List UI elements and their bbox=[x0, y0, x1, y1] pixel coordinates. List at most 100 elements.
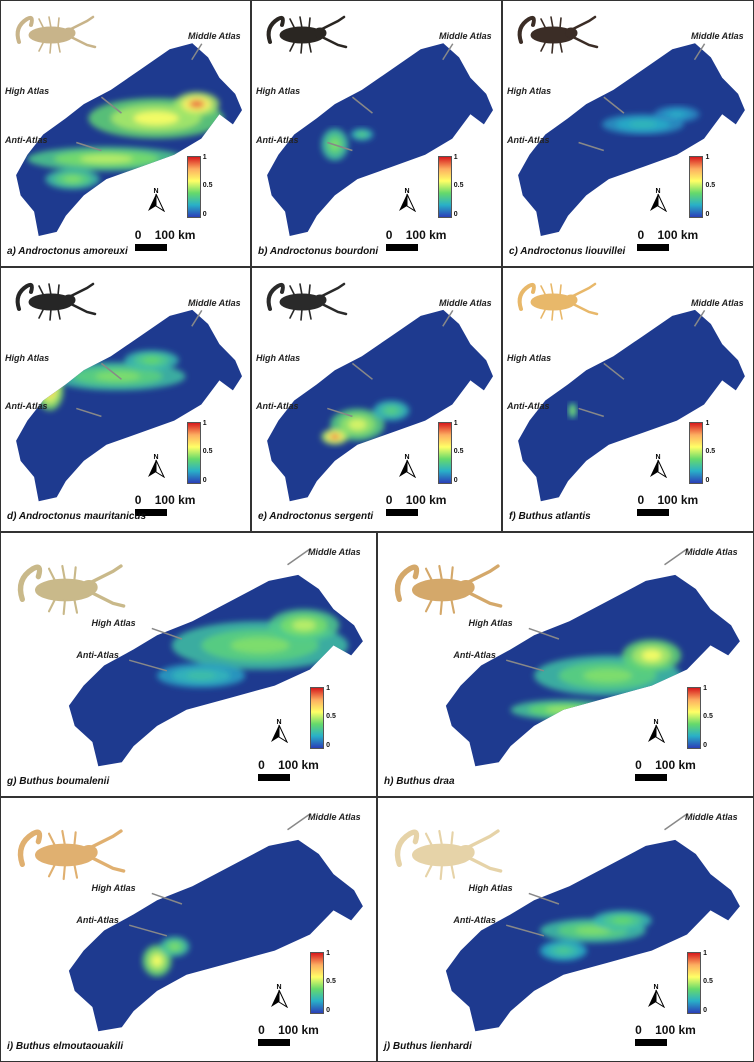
label-arrow bbox=[603, 96, 625, 114]
label-arrow bbox=[664, 813, 688, 831]
anti-atlas-label: Anti-Atlas bbox=[256, 400, 299, 411]
middle-atlas-label: Middle Atlas bbox=[439, 298, 492, 308]
label-arrow bbox=[693, 309, 706, 327]
scale-bar bbox=[635, 774, 668, 781]
label-arrow bbox=[351, 96, 373, 114]
middle-atlas-label: Middle Atlas bbox=[439, 31, 492, 41]
high-atlas-label: High Atlas bbox=[507, 86, 552, 97]
legend-min-label: 0 bbox=[453, 476, 458, 484]
suitability-hotspot bbox=[669, 111, 685, 117]
suitability-hotspot bbox=[385, 407, 398, 414]
panel-caption: g) Buthus boumalenii bbox=[7, 776, 110, 787]
high-atlas-label: High Atlas bbox=[91, 617, 136, 628]
suitability-hotspot bbox=[545, 706, 582, 714]
map-panel-8: Middle Atlas High Atlas Anti-Atlas 1 0.5… bbox=[377, 532, 754, 797]
legend-max-label: 1 bbox=[202, 419, 207, 427]
suitability-map bbox=[267, 309, 493, 502]
anti-atlas-label: Anti-Atlas bbox=[76, 649, 119, 660]
suitability-map bbox=[68, 548, 363, 767]
legend-max-label: 1 bbox=[703, 684, 708, 692]
high-atlas-label: High Atlas bbox=[256, 86, 301, 97]
scale-distance-label: 100 km bbox=[655, 758, 696, 772]
legend-max-label: 1 bbox=[326, 949, 331, 957]
scale-zero-label: 0 bbox=[637, 228, 645, 242]
north-arrow-icon: N bbox=[398, 454, 416, 478]
scale-zero-label: 0 bbox=[134, 228, 142, 242]
scale-distance-label: 100 km bbox=[657, 228, 699, 242]
scale-zero-label: 0 bbox=[258, 1023, 265, 1037]
scale-distance-label: 100 km bbox=[154, 228, 196, 242]
legend-max-label: 1 bbox=[705, 153, 710, 161]
suitability-legend-bar bbox=[689, 155, 704, 218]
scale-bar bbox=[635, 1039, 668, 1046]
scale-distance-label: 100 km bbox=[278, 758, 319, 772]
scorpion-photo bbox=[17, 564, 126, 616]
north-letter: N bbox=[277, 984, 282, 991]
panel-caption: e) Androctonus sergenti bbox=[258, 511, 374, 522]
map-region bbox=[518, 43, 745, 237]
scorpion-photo bbox=[517, 282, 599, 321]
legend-max-label: 1 bbox=[705, 419, 710, 427]
suitability-hotspot bbox=[230, 637, 290, 654]
label-arrow bbox=[578, 141, 605, 152]
scorpion-photo bbox=[266, 282, 348, 321]
suitability-hotspot bbox=[555, 947, 572, 954]
legend-max-label: 1 bbox=[202, 153, 207, 161]
high-atlas-label: High Atlas bbox=[468, 882, 513, 893]
label-arrow bbox=[603, 362, 625, 380]
map-panel-3: Middle Atlas High Atlas Anti-Atlas 1 0.5… bbox=[502, 0, 754, 267]
legend-max-label: 1 bbox=[326, 684, 331, 692]
suitability-legend-bar bbox=[687, 686, 702, 749]
north-letter: N bbox=[656, 188, 661, 195]
north-arrow-icon: N bbox=[271, 719, 289, 743]
label-arrow bbox=[505, 924, 545, 937]
north-letter: N bbox=[654, 719, 659, 726]
middle-atlas-label: Middle Atlas bbox=[188, 298, 241, 308]
north-arrow-icon: N bbox=[147, 188, 165, 212]
anti-atlas-label: Anti-Atlas bbox=[76, 914, 119, 925]
scale-zero-label: 0 bbox=[385, 493, 393, 507]
label-arrow bbox=[287, 548, 311, 566]
scorpion-photo bbox=[15, 282, 97, 321]
panel-caption: d) Androctonus mauritanicus bbox=[7, 511, 147, 522]
legend-mid-label: 0.5 bbox=[202, 447, 213, 455]
middle-atlas-label: Middle Atlas bbox=[685, 547, 738, 557]
suitability-legend-bar bbox=[437, 421, 452, 484]
suitability-hotspot bbox=[358, 132, 366, 137]
suitability-map bbox=[16, 309, 242, 502]
scorpion-photo bbox=[266, 15, 348, 54]
scale-bar bbox=[637, 509, 670, 516]
map-region bbox=[16, 43, 242, 237]
middle-atlas-label: Middle Atlas bbox=[691, 298, 744, 308]
legend-mid-label: 0.5 bbox=[703, 712, 713, 720]
label-arrow bbox=[191, 43, 203, 61]
middle-atlas-label: Middle Atlas bbox=[188, 31, 241, 41]
north-arrow-icon: N bbox=[650, 454, 668, 478]
label-arrow bbox=[442, 309, 454, 327]
scale-zero-label: 0 bbox=[258, 758, 265, 772]
panel-caption: f) Buthus atlantis bbox=[509, 511, 591, 522]
suitability-hotspot bbox=[63, 175, 82, 183]
panel-caption: b) Androctonus bourdoni bbox=[258, 246, 379, 257]
scale-distance-label: 100 km bbox=[278, 1023, 319, 1037]
north-arrow-icon: N bbox=[648, 719, 666, 743]
label-arrow bbox=[76, 141, 102, 152]
suitability-hotspot bbox=[330, 434, 340, 440]
middle-atlas-label: Middle Atlas bbox=[691, 31, 744, 41]
label-arrow bbox=[128, 924, 168, 937]
label-arrow bbox=[100, 362, 122, 380]
label-arrow bbox=[327, 407, 353, 418]
high-atlas-label: High Atlas bbox=[91, 882, 136, 893]
suitability-hotspot bbox=[45, 383, 55, 398]
scale-bar bbox=[637, 244, 670, 251]
legend-mid-label: 0.5 bbox=[326, 712, 336, 720]
map-region bbox=[267, 43, 493, 237]
anti-atlas-label: Anti-Atlas bbox=[5, 400, 48, 411]
suitability-map bbox=[518, 309, 745, 502]
legend-mid-label: 0.5 bbox=[705, 447, 716, 455]
suitability-hotspot bbox=[641, 650, 662, 661]
map-panel-5: Middle Atlas High Atlas Anti-Atlas 1 0.5… bbox=[251, 267, 502, 532]
suitability-legend-bar bbox=[437, 155, 452, 218]
scorpion-photo bbox=[394, 564, 503, 616]
scale-zero-label: 0 bbox=[635, 1023, 642, 1037]
